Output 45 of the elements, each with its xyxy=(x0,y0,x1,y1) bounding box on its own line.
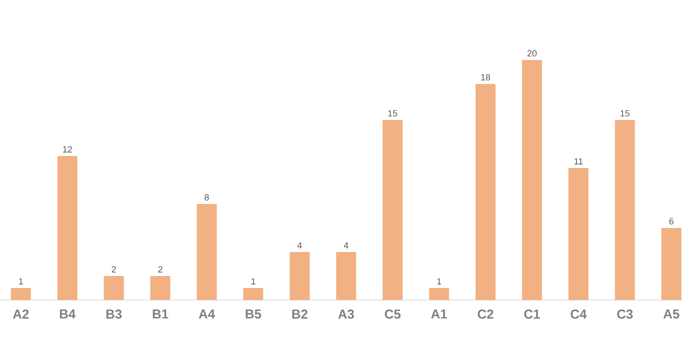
x-tick-label: B1 xyxy=(152,310,168,318)
data-label: 4 xyxy=(297,242,302,248)
bar xyxy=(150,276,170,300)
data-label: 11 xyxy=(574,158,583,164)
data-label: 2 xyxy=(158,266,162,272)
bar xyxy=(290,252,310,300)
data-label: 6 xyxy=(669,218,674,224)
data-label: 15 xyxy=(620,110,630,116)
bar xyxy=(568,168,588,300)
bar xyxy=(57,156,78,300)
data-label: 1 xyxy=(437,278,442,284)
x-tick-label: B4 xyxy=(60,310,76,318)
bar xyxy=(196,204,217,300)
x-tick-label: C4 xyxy=(570,310,587,319)
data-label: 20 xyxy=(527,50,537,56)
x-tick-label: C2 xyxy=(478,310,494,319)
x-tick-label: B2 xyxy=(292,310,308,319)
bar xyxy=(429,288,450,300)
x-tick-label: A2 xyxy=(12,310,29,319)
data-label: 15 xyxy=(388,110,398,116)
x-tick-label: A3 xyxy=(338,310,354,319)
x-tick-label: A4 xyxy=(198,310,215,318)
bar xyxy=(243,288,264,300)
x-tick-label: A1 xyxy=(431,310,447,318)
bar xyxy=(336,252,356,300)
x-tick-label: B5 xyxy=(246,310,262,319)
bar xyxy=(522,60,542,300)
data-label: 8 xyxy=(204,194,209,200)
data-label: 1 xyxy=(19,278,23,284)
data-label: 4 xyxy=(344,242,348,248)
x-tick-label: C5 xyxy=(384,310,401,319)
data-label: 18 xyxy=(481,74,490,80)
data-label: 2 xyxy=(112,266,116,272)
bar xyxy=(104,276,124,300)
x-tick-label: C1 xyxy=(524,310,540,319)
bar xyxy=(10,288,31,300)
data-label: 1 xyxy=(251,278,256,284)
data-label: 12 xyxy=(63,146,72,152)
bar xyxy=(382,120,403,300)
x-tick-label: B3 xyxy=(106,310,122,319)
bar xyxy=(661,228,682,300)
bar xyxy=(614,120,635,300)
x-tick-label: C3 xyxy=(617,310,633,319)
bar xyxy=(476,84,496,300)
x-tick-label: A5 xyxy=(663,310,680,319)
